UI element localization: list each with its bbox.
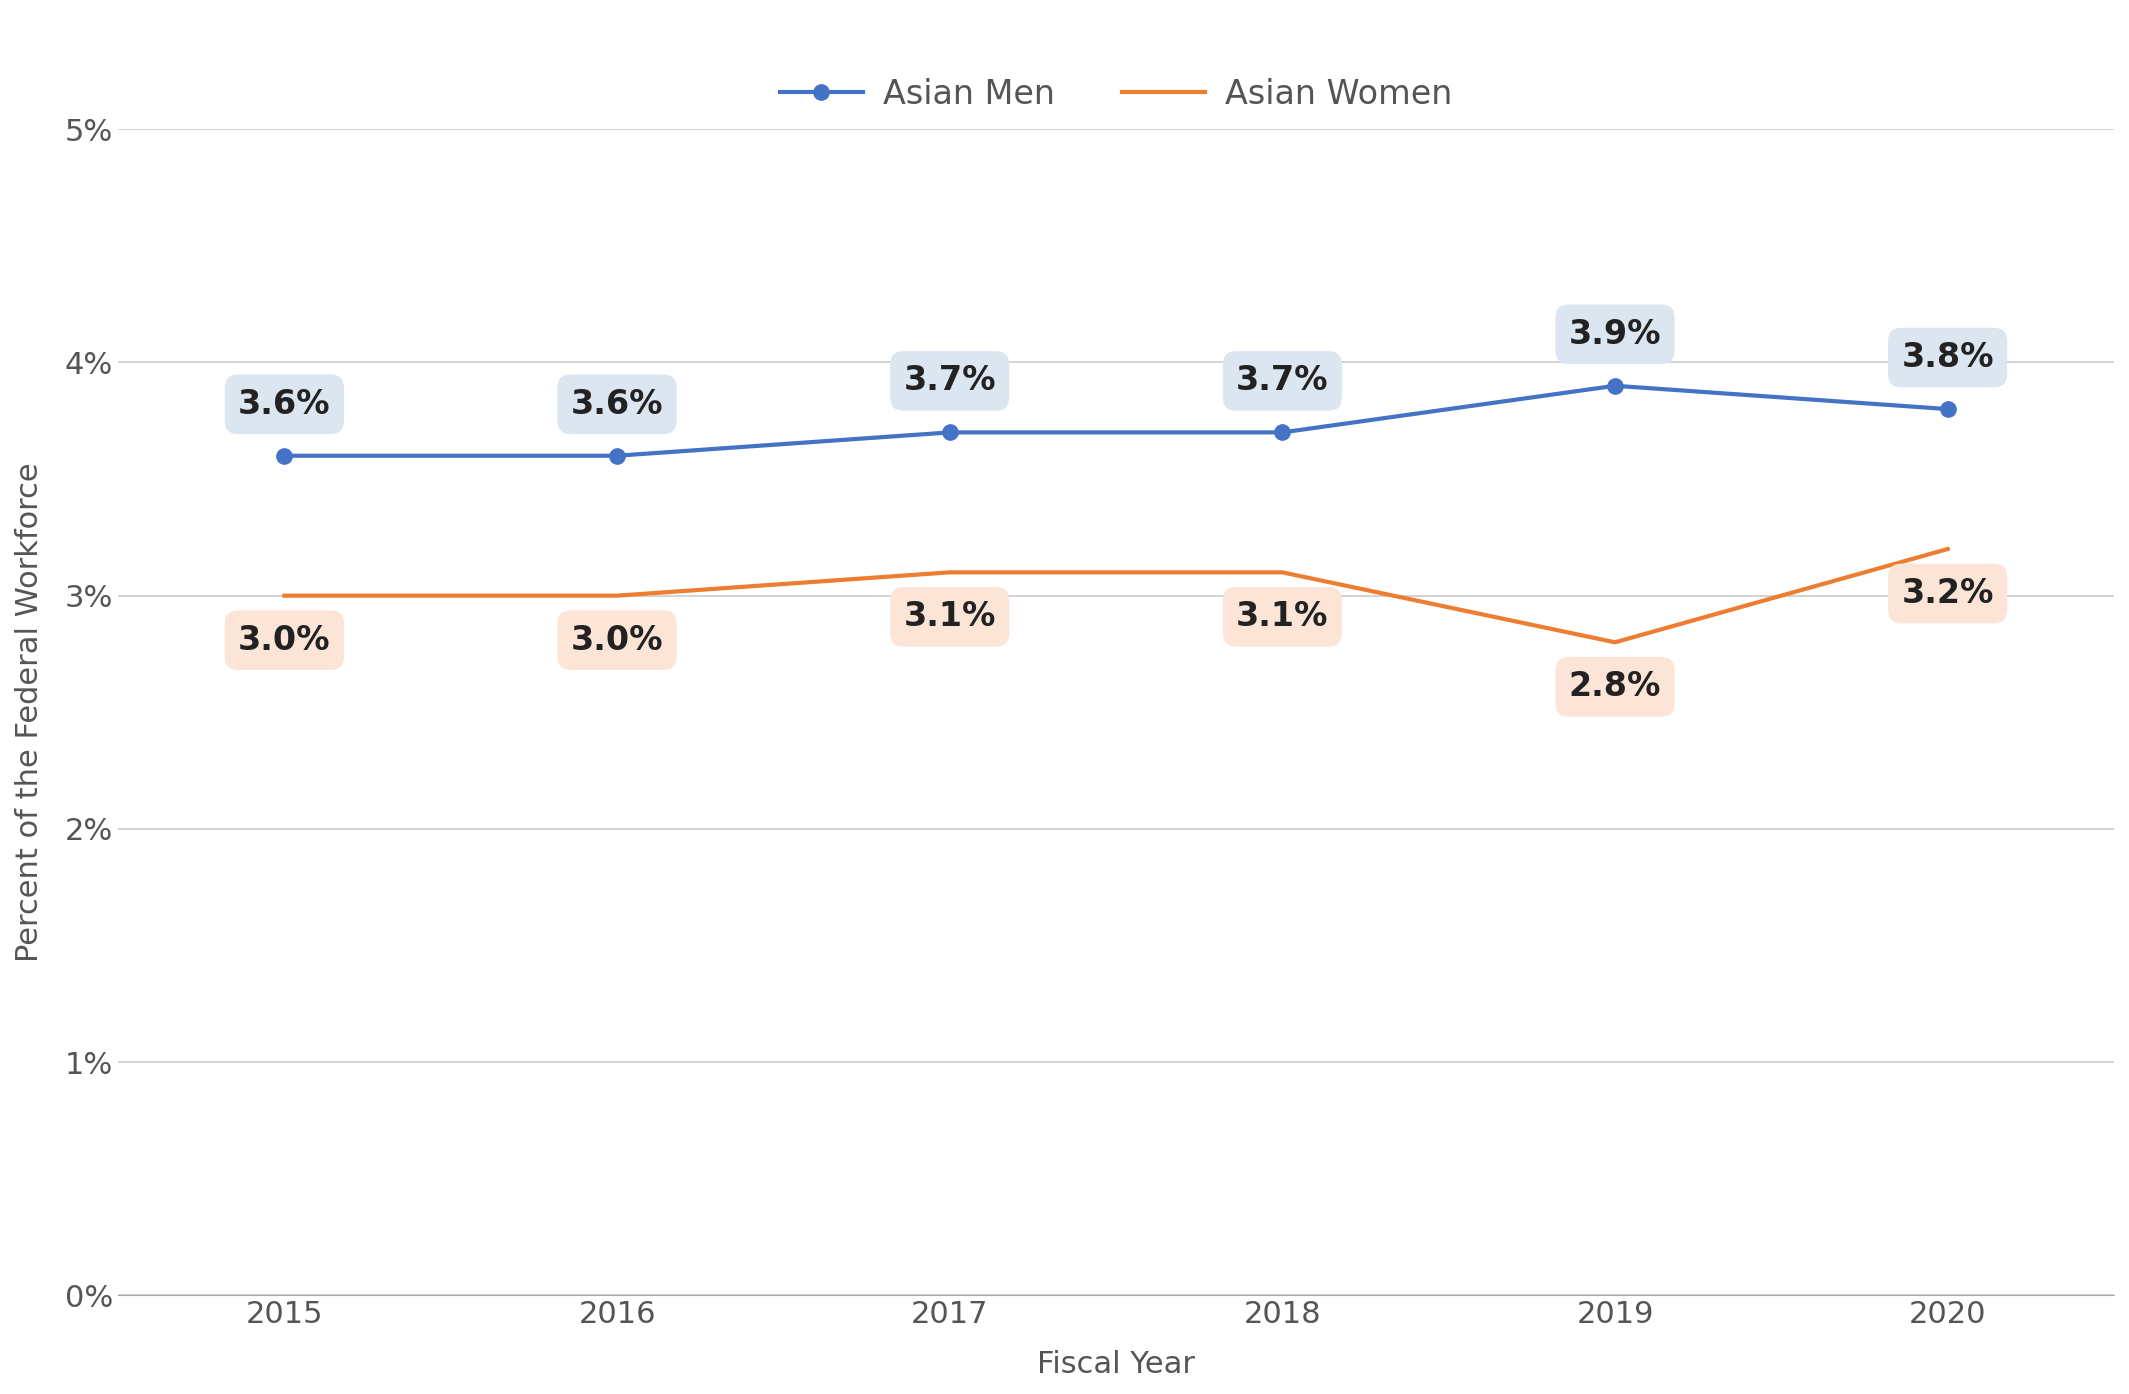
- Text: 2.8%: 2.8%: [1569, 671, 1661, 704]
- Y-axis label: Percent of the Federal Workforce: Percent of the Federal Workforce: [15, 463, 45, 962]
- Text: 3.6%: 3.6%: [238, 388, 330, 421]
- Text: 3.6%: 3.6%: [571, 388, 664, 421]
- Text: 3.1%: 3.1%: [1237, 601, 1328, 633]
- Text: 3.7%: 3.7%: [1237, 364, 1328, 397]
- Text: 3.1%: 3.1%: [903, 601, 996, 633]
- X-axis label: Fiscal Year: Fiscal Year: [1037, 1349, 1194, 1379]
- Text: 3.2%: 3.2%: [1901, 577, 1995, 611]
- Text: 3.9%: 3.9%: [1569, 318, 1661, 351]
- Text: 3.8%: 3.8%: [1901, 342, 1995, 374]
- Text: 3.0%: 3.0%: [571, 623, 664, 657]
- Text: 3.0%: 3.0%: [238, 623, 330, 657]
- Legend: Asian Men, Asian Women: Asian Men, Asian Women: [766, 64, 1465, 124]
- Text: 3.7%: 3.7%: [903, 364, 996, 397]
